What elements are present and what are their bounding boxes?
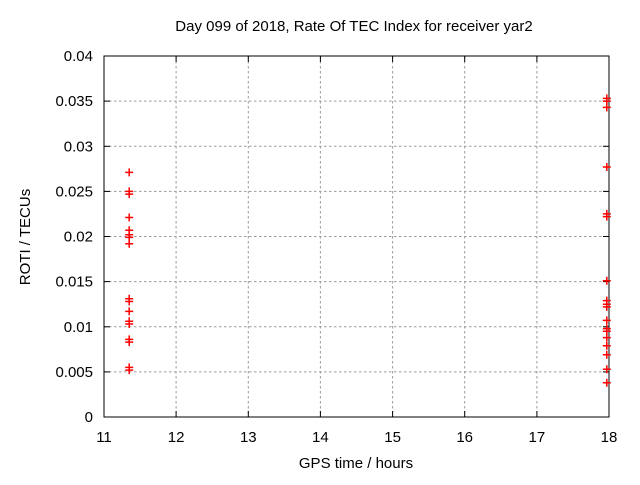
data-point-marker: [125, 307, 134, 316]
data-point-marker: [125, 168, 134, 177]
data-point-marker: [602, 212, 611, 221]
y-tick-label: 0.01: [64, 319, 93, 336]
x-tick-label: 11: [96, 429, 112, 446]
y-tick-label: 0.03: [64, 138, 93, 155]
data-point-marker: [125, 190, 134, 199]
y-tick-label: 0.025: [55, 183, 93, 200]
y-tick-label: 0.035: [55, 93, 93, 110]
x-tick-label: 14: [312, 429, 329, 446]
x-axis-title: GPS time / hours: [299, 455, 413, 472]
data-point-marker: [602, 378, 611, 387]
data-point-marker: [125, 320, 134, 328]
data-point-marker: [125, 297, 134, 306]
y-tick-label: 0.04: [64, 48, 93, 65]
x-tick-label: 16: [456, 429, 473, 446]
data-point-marker: [602, 302, 611, 311]
data-point-marker: [125, 239, 134, 248]
chart-title: Day 099 of 2018, Rate Of TEC Index for r…: [175, 18, 532, 35]
x-tick-label: 17: [529, 429, 546, 446]
data-points: [125, 94, 611, 387]
data-point-marker: [602, 341, 611, 350]
y-tick-label: 0.02: [64, 229, 93, 246]
y-tick-label: 0.005: [55, 364, 93, 381]
y-tick-label: 0: [85, 409, 93, 426]
data-point-marker: [125, 213, 134, 222]
data-point-marker: [602, 350, 611, 359]
plot-border: [103, 55, 610, 418]
data-point-marker: [602, 103, 611, 112]
data-point-marker: [602, 365, 611, 374]
x-tick-label: 15: [384, 429, 401, 446]
data-point-marker: [125, 338, 134, 347]
x-tick-labels: 11 12 13 14 15 16 17 18: [96, 429, 617, 446]
data-point-marker: [602, 316, 611, 325]
y-tick-labels: 0 0.005 0.01 0.015 0.02 0.025 0.03 0.035 0.04: [55, 48, 93, 426]
data-point-marker: [125, 366, 134, 375]
data-point-marker: [602, 276, 611, 285]
y-axis-title: ROTI / TECUs: [17, 189, 34, 285]
data-point-marker: [602, 333, 611, 342]
x-tick-label: 18: [601, 429, 618, 446]
data-point-marker: [602, 163, 611, 171]
y-tick-label: 0.015: [55, 274, 93, 291]
gridlines: [104, 56, 609, 417]
x-tick-label: 13: [240, 429, 257, 446]
x-tick-label: 12: [168, 429, 185, 446]
